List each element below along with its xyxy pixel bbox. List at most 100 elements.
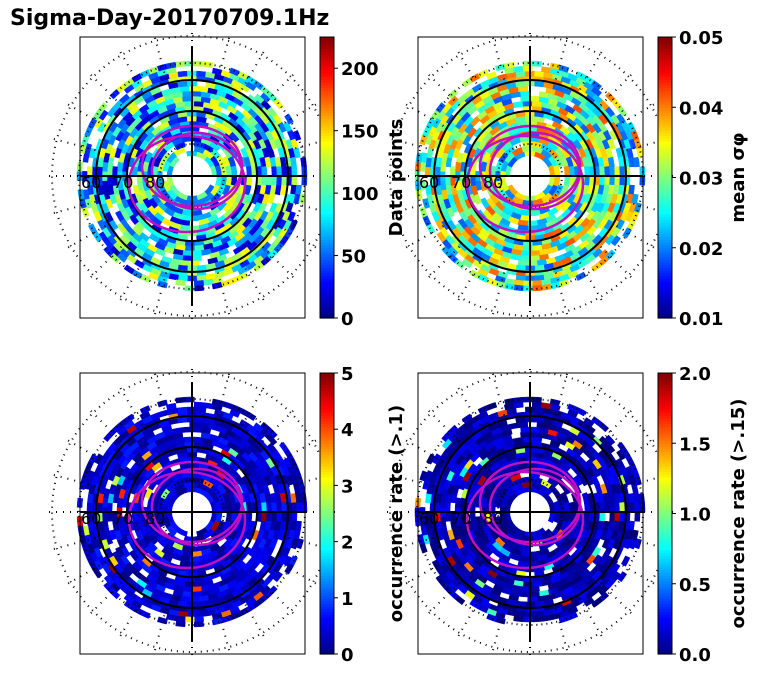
heatmap-cell: [520, 591, 531, 598]
auroral-oval: [465, 134, 585, 234]
colorbar-segment: [320, 292, 334, 297]
colorbar-segment: [320, 434, 334, 439]
colorbar-segment: [320, 600, 334, 605]
colorbar-segment: [658, 216, 672, 221]
colorbar-segment: [658, 118, 672, 122]
colorbar-segment: [320, 289, 334, 294]
mlt-tick: [153, 35, 168, 80]
heatmap-cell: [296, 502, 303, 513]
colorbar-segment: [658, 56, 672, 61]
colorbar-segment: [320, 42, 334, 47]
colorbar-segment: [320, 423, 334, 427]
colorbar-segment: [658, 39, 672, 44]
heatmap-cell: [261, 166, 268, 177]
colorbar-segment: [320, 79, 334, 83]
colorbar-segment: [320, 465, 334, 470]
mlt-tick: [626, 137, 671, 152]
colorbar-segment: [320, 250, 334, 254]
colorbar-segment: [320, 301, 334, 305]
colorbar-segment: [658, 298, 672, 302]
heatmap-cell: [532, 616, 543, 623]
colorbar-segment: [320, 493, 334, 498]
heatmap-cell: [620, 555, 631, 567]
heatmap-cell: [295, 538, 304, 550]
heatmap-cell: [175, 620, 186, 628]
colorbar-segment: [320, 146, 334, 150]
heatmap-cell: [191, 255, 202, 262]
colorbar-frame: [319, 36, 335, 319]
colorbar-segment: [658, 171, 672, 176]
colorbar-segment: [658, 62, 672, 66]
colorbar-segment: [320, 580, 334, 585]
colorbar-label: occurrence rate (>.15): [728, 399, 749, 629]
colorbar-segment: [658, 239, 672, 243]
colorbar-segment: [320, 446, 334, 450]
heatmap-cell: [444, 511, 451, 522]
colorbar-segment: [320, 287, 334, 291]
colorbar-segment: [320, 535, 334, 540]
colorbar-segment: [320, 84, 334, 89]
mlt-tick: [278, 561, 319, 586]
heatmap-cell: [540, 66, 552, 74]
colorbar-segment: [658, 250, 672, 254]
heatmap-cell: [604, 166, 611, 177]
heatmap-cell: [583, 501, 591, 513]
heatmap-cell: [529, 431, 540, 438]
colorbar-segment: [320, 62, 334, 66]
colorbar-segment: [658, 67, 672, 72]
heatmap-cell: [609, 175, 616, 186]
colorbar-segment: [658, 281, 672, 285]
colorbar-segment: [658, 96, 672, 100]
colorbar-segment: [320, 258, 334, 263]
colorbar-segment: [320, 312, 334, 316]
colorbar-segment: [320, 637, 334, 641]
mlt-tick: [118, 49, 143, 90]
colorbar-tick-label: 5: [341, 364, 354, 385]
mlt-tick: [216, 272, 231, 317]
colorbar-segment: [320, 202, 334, 207]
colorbar-segment: [658, 45, 672, 49]
ring-label: 80: [145, 509, 165, 528]
colorbar-segment: [658, 258, 672, 263]
heatmap-cell: [191, 586, 202, 593]
colorbar-tick-label: 0.5: [679, 575, 711, 596]
heatmap-cell: [271, 502, 278, 513]
mlt-tick: [579, 385, 604, 426]
colorbar-segment: [320, 491, 334, 495]
colorbar-tick-label: 0: [341, 309, 354, 330]
heatmap-cell: [520, 431, 531, 438]
heatmap-cell: [245, 411, 257, 422]
heatmap-cell: [245, 165, 253, 177]
mlt-tick: [262, 72, 296, 106]
axes-frame: [79, 372, 306, 655]
colorbar-label: Data points: [386, 119, 407, 237]
colorbar-segment: [320, 507, 334, 512]
mlt-tick: [88, 582, 122, 616]
heatmap-cell: [182, 426, 193, 433]
colorbar-segment: [320, 104, 334, 108]
colorbar-segment: [320, 583, 334, 588]
colorbar-segment: [658, 135, 672, 139]
heatmap-cell: [609, 166, 616, 177]
heatmap-cell: [583, 165, 591, 177]
colorbar: 0.0 0.5 1.0 1.5 2.0 occurrence rate (>.15): [657, 364, 749, 666]
colorbar-segment: [320, 270, 334, 274]
heatmap-cell: [634, 502, 641, 513]
colorbar-segment: [320, 552, 334, 557]
mlt-tick: [65, 225, 106, 250]
colorbar-segment: [320, 149, 334, 153]
heatmap-cell: [610, 235, 621, 247]
heatmap-cell: [123, 264, 135, 275]
heatmap-cell: [529, 586, 540, 593]
colorbar-segment: [320, 513, 334, 517]
heatmap-cell: [628, 520, 635, 532]
mlt-tick: [389, 200, 434, 215]
colorbar-segment: [658, 230, 672, 235]
colorbar-segment: [658, 48, 672, 52]
colorbar-tick-label: 4: [341, 420, 354, 441]
colorbar-segment: [658, 214, 672, 218]
colorbar-segment: [658, 185, 672, 190]
colorbar-segment: [658, 270, 672, 274]
mlt-tick: [389, 137, 434, 152]
colorbar-segment: [320, 73, 334, 77]
